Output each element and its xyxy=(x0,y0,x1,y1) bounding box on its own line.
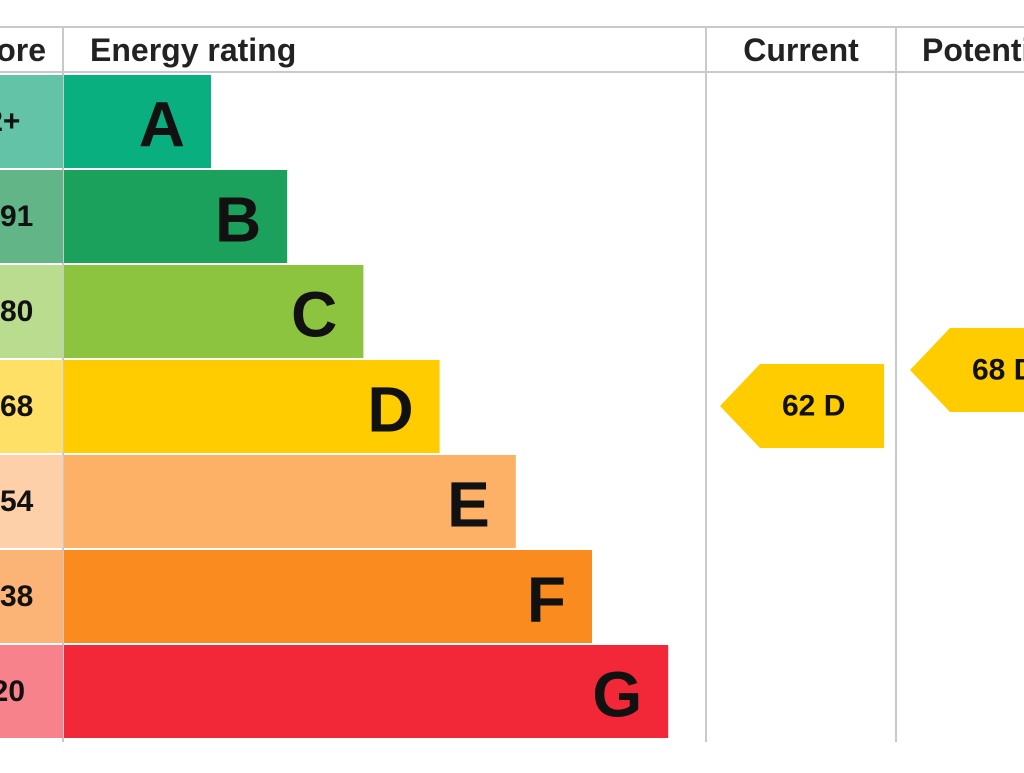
rating-letter: F xyxy=(527,564,566,636)
rating-bar xyxy=(64,265,364,358)
rating-letter: A xyxy=(139,89,185,161)
rating-letter: C xyxy=(291,279,337,351)
score-range: 39-54 xyxy=(0,485,34,518)
score-cell xyxy=(0,455,63,548)
score-range: 81-91 xyxy=(0,200,33,233)
score-cell xyxy=(0,360,63,453)
potential-arrow xyxy=(910,328,1024,412)
score-range: 55-68 xyxy=(0,390,33,423)
rating-letter: D xyxy=(367,374,413,446)
current-header: Current xyxy=(743,32,859,68)
score-range: 1-20 xyxy=(0,675,25,708)
potential-rating: 68 D xyxy=(972,354,1024,387)
score-range: 21-38 xyxy=(0,580,33,613)
score-cell xyxy=(0,75,63,168)
rating-header: Energy rating xyxy=(90,32,296,68)
score-cell xyxy=(0,265,63,358)
rating-bar xyxy=(64,170,288,263)
rating-bar xyxy=(64,550,592,643)
score-cell xyxy=(0,645,63,738)
current-arrow xyxy=(720,364,884,448)
score-range: 92+ xyxy=(0,105,20,138)
rating-bar xyxy=(64,645,669,738)
rating-bar xyxy=(64,75,211,168)
rating-bar xyxy=(64,360,440,453)
score-header: Score xyxy=(0,32,46,68)
rating-bar xyxy=(64,455,516,548)
rating-letter: E xyxy=(447,469,490,541)
score-range: 69-80 xyxy=(0,295,33,328)
rating-letter: B xyxy=(215,184,261,256)
score-cell xyxy=(0,170,63,263)
score-cell xyxy=(0,550,63,643)
current-rating: 62 D xyxy=(782,390,845,423)
potential-header: Potential xyxy=(922,32,1024,68)
rating-letter: G xyxy=(592,659,642,731)
